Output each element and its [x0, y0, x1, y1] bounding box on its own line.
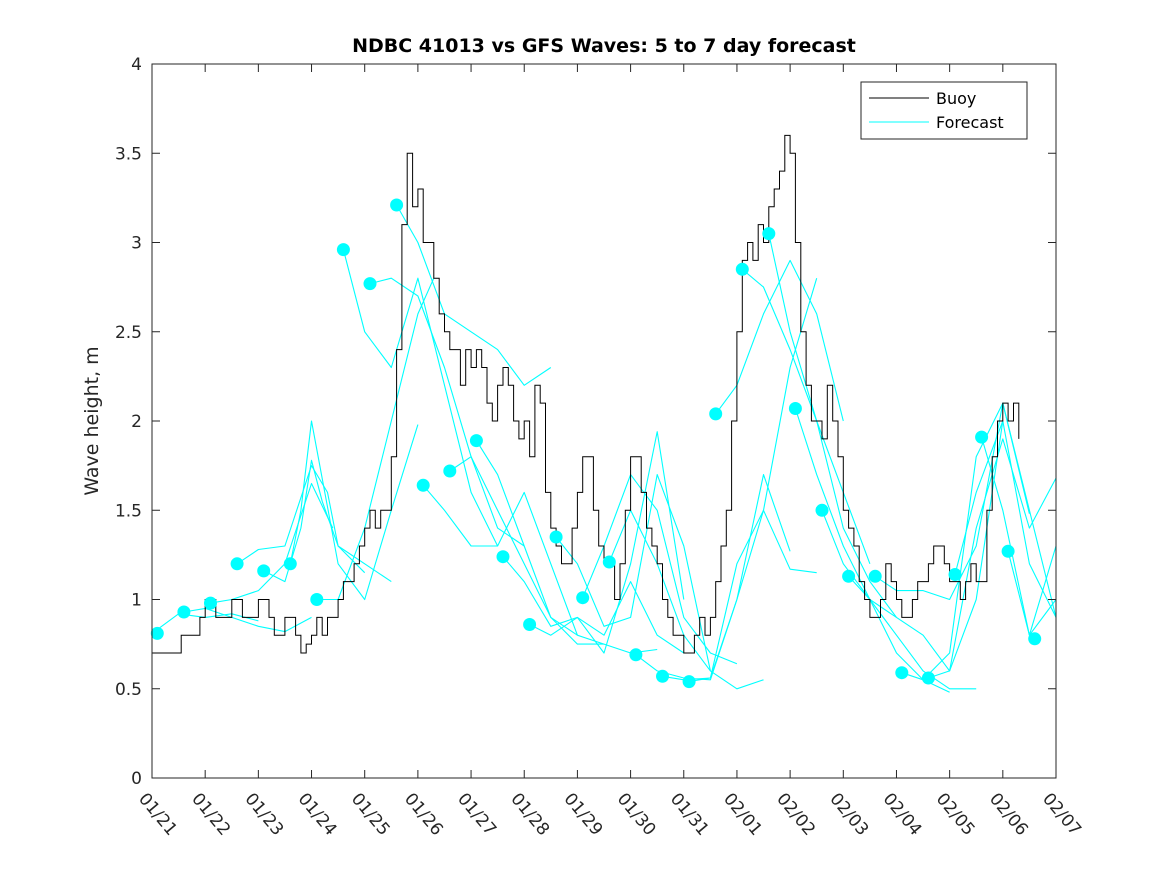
forecast-marker: [1028, 632, 1042, 646]
forecast-line: [502, 556, 685, 654]
forecast-marker: [549, 530, 563, 544]
forecast-marker: [815, 503, 829, 517]
forecast-series-group: [151, 204, 1057, 693]
forecast-marker: [948, 568, 962, 581]
forecast-marker: [602, 555, 616, 569]
forecast-line: [263, 459, 392, 583]
forecast-line: [928, 438, 1057, 679]
forecast-marker: [443, 464, 457, 478]
forecast-line: [342, 249, 499, 547]
forecast-marker: [895, 666, 909, 680]
plot-background: [152, 64, 1056, 778]
forecast-marker: [735, 262, 749, 276]
forecast-marker: [523, 618, 537, 631]
forecast-line: [422, 484, 578, 636]
y-tick-label: 0.5: [115, 680, 142, 700]
forecast-marker: [257, 564, 271, 578]
forecast-marker: [1001, 544, 1015, 558]
buoy-series-group: [152, 134, 1020, 654]
forecast-marker: [496, 550, 510, 564]
y-tick-label: 1.5: [115, 501, 142, 521]
forecast-line: [555, 474, 711, 672]
forecast-marker: [230, 557, 244, 571]
forecast-marker: [762, 227, 776, 241]
y-tick-label: 2: [131, 412, 142, 432]
forecast-marker: [469, 434, 483, 448]
legend-buoy-label: Buoy: [936, 89, 976, 108]
forecast-line: [183, 607, 312, 633]
forecast-marker: [709, 407, 723, 421]
forecast-marker: [310, 593, 324, 606]
forecast-marker: [629, 648, 643, 662]
y-axis-label: Wave height, m: [81, 346, 103, 495]
forecast-line: [396, 204, 552, 386]
forecast-line: [449, 456, 605, 645]
forecast-line: [715, 259, 844, 422]
plot-area: [150, 63, 1057, 779]
forecast-marker: [788, 402, 802, 415]
forecast-marker: [416, 478, 430, 492]
forecast-line: [689, 278, 818, 683]
chart-title: NDBC 41013 vs GFS Waves: 5 to 7 day fore…: [352, 35, 856, 57]
forecast-line: [529, 431, 685, 654]
forecast-marker: [656, 669, 669, 683]
y-tick-label: 4: [131, 55, 142, 75]
forecast-marker: [921, 671, 935, 685]
legend-box: [860, 81, 1028, 140]
forecast-marker: [204, 596, 217, 610]
forecast-line: [821, 510, 977, 690]
forecast-marker: [842, 569, 856, 583]
legend: Buoy Forecast: [860, 81, 1028, 140]
forecast-marker: [682, 675, 696, 689]
forecast-marker: [868, 569, 882, 583]
forecast-line: [635, 474, 791, 681]
forecast-line: [475, 440, 658, 654]
forecast-marker: [576, 591, 590, 605]
forecast-marker: [283, 557, 297, 571]
y-tick-label: 1: [131, 591, 142, 611]
forecast-line: [741, 268, 871, 564]
y-axis: 0 0.5 1 1.5 2 2.5 3 3.5 4: [115, 55, 1056, 789]
forecast-marker: [177, 605, 191, 619]
forecast-line: [210, 482, 334, 604]
y-tick-label: 2.5: [115, 323, 142, 343]
forecast-line: [369, 277, 525, 547]
forecast-marker: [150, 626, 164, 640]
forecast-marker: [336, 243, 350, 257]
legend-forecast-label: Forecast: [936, 113, 1004, 132]
y-tick-label: 0: [131, 769, 142, 789]
buoy-line: [152, 134, 1020, 654]
y-tick-label: 3.5: [115, 144, 142, 164]
forecast-marker: [363, 277, 377, 291]
forecast-marker: [975, 430, 989, 444]
forecast-line: [768, 233, 897, 618]
forecast-marker: [390, 198, 404, 212]
y-tick-label: 3: [131, 234, 142, 254]
forecast-marker-group: [150, 198, 1042, 689]
forecast-line: [316, 277, 435, 601]
